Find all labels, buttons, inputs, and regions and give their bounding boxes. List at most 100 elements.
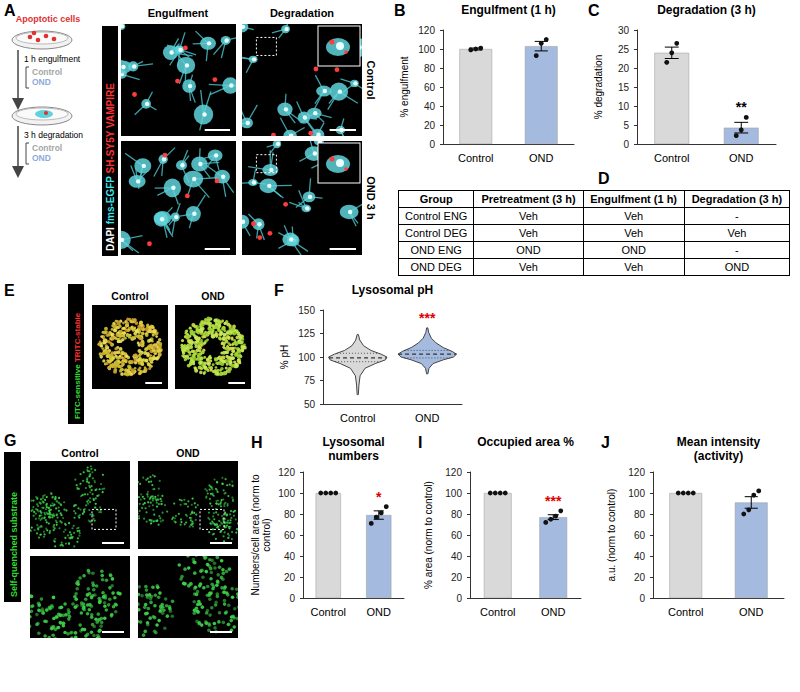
html-text:Lysosomal numbers: Lysosomal numbers — [322, 435, 385, 463]
svg-text:Control: Control — [340, 412, 375, 424]
svg-text:OND: OND — [32, 153, 51, 163]
svg-text:A: A — [4, 2, 16, 19]
svg-text:OND: OND — [529, 152, 554, 164]
svg-text:120: 120 — [278, 467, 295, 478]
svg-text:120: 120 — [418, 25, 435, 36]
svg-text:80: 80 — [451, 509, 463, 520]
svg-text:60: 60 — [451, 530, 463, 541]
html-text:Occupied area %: Occupied area % — [477, 435, 574, 449]
svg-text:Control: Control — [32, 67, 62, 77]
html-text:Group: Group — [419, 193, 453, 205]
svg-text:60: 60 — [424, 82, 436, 93]
html-text:Control ENG: Control ENG — [405, 210, 468, 222]
html-text:Engulfment (1 h): Engulfment (1 h) — [590, 193, 677, 205]
html-text:OND DEG: OND DEG — [410, 261, 462, 273]
svg-text:OND: OND — [415, 412, 440, 424]
html-text:Numbers/cell area (norm to con: Numbers/cell area (norm to control) — [250, 474, 272, 596]
svg-text:OND 3 h: OND 3 h — [365, 176, 377, 220]
svg-text:75: 75 — [304, 375, 316, 386]
svg-text:***: *** — [419, 310, 436, 326]
svg-text:80: 80 — [424, 63, 436, 74]
html-text:Engulfment (1 h): Engulfment (1 h) — [461, 3, 556, 17]
html-text:Degradation (3 h): Degradation (3 h) — [691, 193, 783, 205]
svg-text:125: 125 — [298, 328, 315, 339]
svg-text:5: 5 — [623, 120, 629, 131]
svg-text:0: 0 — [429, 139, 435, 150]
svg-text:0: 0 — [623, 139, 629, 150]
svg-text:OND: OND — [729, 152, 754, 164]
svg-text:15: 15 — [618, 82, 630, 93]
svg-text:Control: Control — [365, 60, 377, 99]
svg-text:80: 80 — [634, 509, 646, 520]
html-text:OND: OND — [516, 244, 541, 256]
html-text:Veh: Veh — [519, 210, 538, 222]
svg-text:0: 0 — [289, 593, 295, 604]
svg-text:80: 80 — [284, 509, 296, 520]
svg-text:100: 100 — [628, 488, 645, 499]
svg-text:OND: OND — [32, 77, 51, 87]
svg-text:120: 120 — [445, 467, 462, 478]
svg-text:OND: OND — [541, 606, 566, 618]
svg-text:OND: OND — [367, 606, 392, 618]
svg-text:3 h degradation: 3 h degradation — [24, 130, 83, 140]
svg-text:OND: OND — [176, 447, 200, 459]
svg-text:30: 30 — [618, 25, 630, 36]
svg-text:Control: Control — [458, 152, 493, 164]
svg-text:60: 60 — [634, 530, 646, 541]
svg-text:OND: OND — [201, 290, 225, 302]
svg-text:***: *** — [545, 493, 562, 509]
svg-text:0: 0 — [639, 593, 645, 604]
html-text:Veh: Veh — [624, 210, 644, 222]
svg-text:FITC-sensitive TRITC-stable: FITC-sensitive TRITC-stable — [73, 312, 82, 419]
html-text:Veh: Veh — [624, 227, 644, 239]
svg-text:150: 150 — [298, 305, 315, 316]
html-text:D: D — [598, 170, 610, 187]
svg-text:DAPI fms-EGFP SH-SY5Y VAMPIRE: DAPI fms-EGFP SH-SY5Y VAMPIRE — [105, 83, 116, 251]
svg-text:100: 100 — [445, 488, 462, 499]
svg-text:E: E — [4, 282, 15, 299]
svg-text:*: * — [376, 489, 382, 505]
svg-text:0: 0 — [456, 593, 462, 604]
html-text:Lysosomal pH: Lysosomal pH — [351, 283, 434, 297]
html-text:Mean intensity (activity): Mean intensity (activity) — [676, 435, 761, 463]
svg-text:100: 100 — [278, 488, 295, 499]
svg-text:20: 20 — [634, 572, 646, 583]
svg-text:1 h engulfment: 1 h engulfment — [24, 54, 81, 64]
svg-text:OND: OND — [739, 606, 764, 618]
svg-text:**: ** — [736, 99, 747, 115]
html-text:Veh: Veh — [727, 227, 747, 239]
svg-text:60: 60 — [284, 530, 296, 541]
svg-text:20: 20 — [618, 63, 630, 74]
svg-text:100: 100 — [298, 352, 315, 363]
svg-text:20: 20 — [284, 572, 296, 583]
svg-text:Apoptotic cells: Apoptotic cells — [16, 14, 81, 24]
svg-text:Degradation: Degradation — [270, 7, 334, 19]
html-text:Pretreatment (3 h): Pretreatment (3 h) — [481, 193, 576, 205]
svg-text:Control: Control — [654, 152, 689, 164]
svg-text:120: 120 — [628, 467, 645, 478]
html-text:Degradation (3 h): Degradation (3 h) — [657, 3, 756, 17]
svg-text:10: 10 — [618, 101, 630, 112]
svg-text:Control: Control — [668, 606, 703, 618]
svg-text:Self-quenched substrate: Self-quenched substrate — [9, 492, 19, 597]
svg-text:40: 40 — [634, 551, 646, 562]
html-text:OND: OND — [621, 244, 646, 256]
svg-text:40: 40 — [424, 101, 436, 112]
html-text:OND ENG: OND ENG — [410, 244, 462, 256]
svg-text:100: 100 — [418, 44, 435, 55]
svg-text:20: 20 — [424, 120, 436, 131]
svg-text:Control: Control — [61, 447, 98, 459]
svg-text:40: 40 — [451, 551, 463, 562]
svg-text:20: 20 — [451, 572, 463, 583]
html-text:Veh: Veh — [519, 227, 538, 239]
svg-text:25: 25 — [618, 44, 630, 55]
svg-text:Control: Control — [32, 143, 62, 153]
html-text:Control DEG: Control DEG — [405, 227, 468, 239]
svg-text:40: 40 — [284, 551, 296, 562]
svg-text:Engulfment: Engulfment — [148, 7, 209, 19]
svg-text:50: 50 — [304, 399, 316, 410]
svg-text:Control: Control — [311, 606, 346, 618]
svg-text:G: G — [4, 432, 16, 449]
svg-text:Control: Control — [111, 290, 148, 302]
svg-text:Control: Control — [480, 606, 515, 618]
